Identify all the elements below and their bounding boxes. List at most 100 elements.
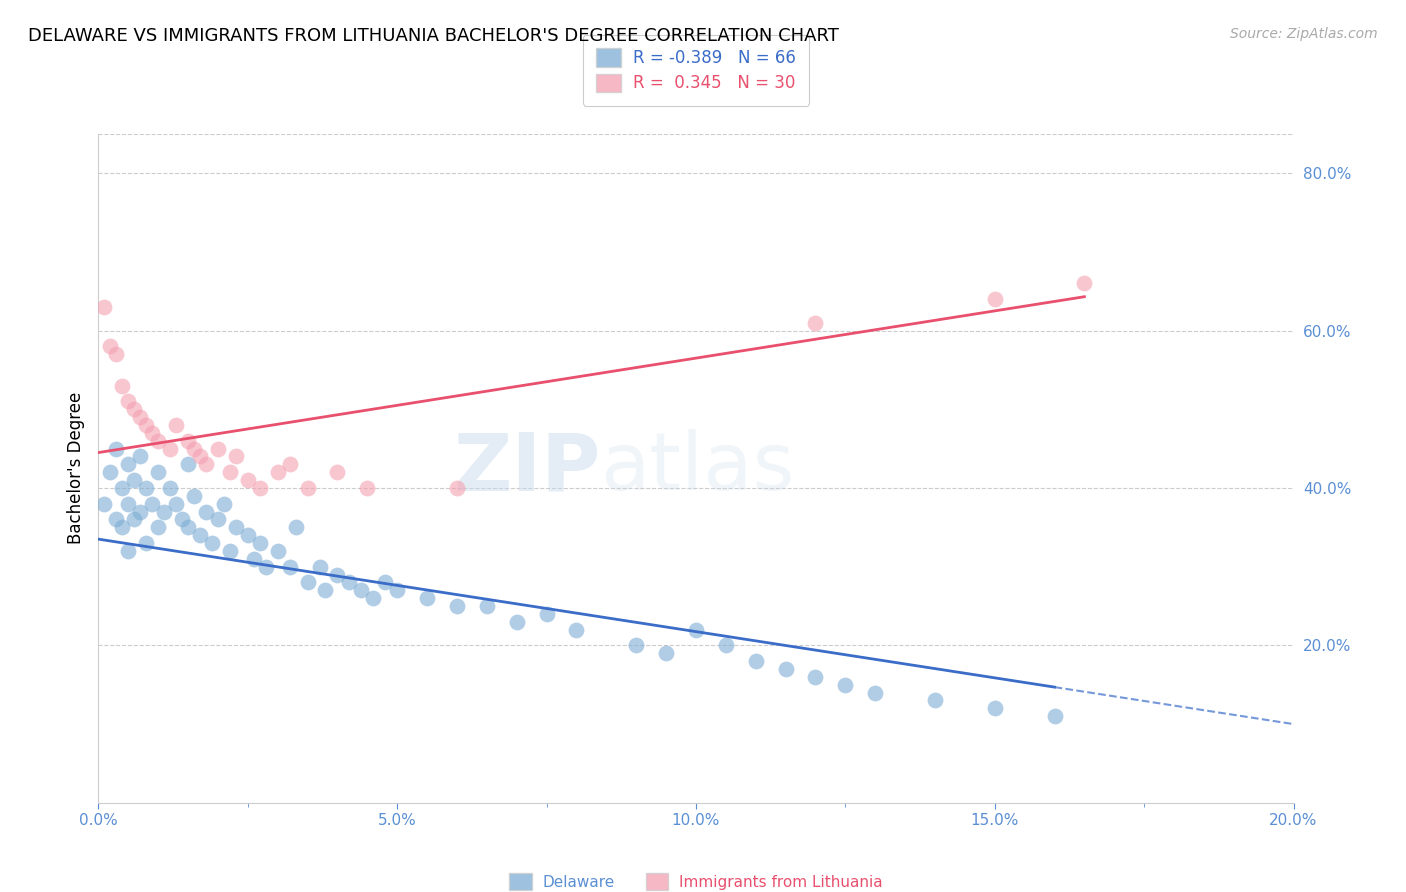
Point <box>141 425 163 440</box>
Point <box>165 417 187 432</box>
Point <box>225 520 247 534</box>
Point <box>249 536 271 550</box>
Point <box>236 473 259 487</box>
Text: DELAWARE VS IMMIGRANTS FROM LITHUANIA BACHELOR'S DEGREE CORRELATION CHART: DELAWARE VS IMMIGRANTS FROM LITHUANIA BA… <box>28 27 839 45</box>
Point <box>117 394 139 409</box>
Point <box>685 623 707 637</box>
Point <box>124 512 146 526</box>
Point <box>201 536 224 550</box>
Point <box>536 607 558 621</box>
Text: ZIP: ZIP <box>453 429 600 508</box>
Point <box>655 646 678 660</box>
Text: Source: ZipAtlas.com: Source: ZipAtlas.com <box>1230 27 1378 41</box>
Point <box>1073 277 1095 291</box>
Point <box>111 378 134 392</box>
Point <box>135 536 157 550</box>
Point <box>195 505 218 519</box>
Point <box>714 639 737 653</box>
Point <box>446 481 468 495</box>
Y-axis label: Bachelor's Degree: Bachelor's Degree <box>66 392 84 544</box>
Point <box>308 559 330 574</box>
Point <box>135 417 157 432</box>
Point <box>475 599 498 613</box>
Point <box>745 654 768 668</box>
Point <box>834 678 856 692</box>
Point <box>177 520 200 534</box>
Point <box>219 544 242 558</box>
Point <box>207 512 229 526</box>
Point <box>105 442 128 456</box>
Point <box>159 442 181 456</box>
Point <box>148 465 170 479</box>
Text: atlas: atlas <box>600 429 794 508</box>
Point <box>188 450 211 464</box>
Point <box>278 559 301 574</box>
Point <box>804 316 827 330</box>
Point <box>93 300 115 314</box>
Point <box>105 347 128 361</box>
Point <box>188 528 211 542</box>
Point <box>129 450 152 464</box>
Point <box>385 583 409 598</box>
Point <box>350 583 373 598</box>
Point <box>326 567 349 582</box>
Point <box>254 559 277 574</box>
Point <box>775 662 797 676</box>
Point <box>212 497 235 511</box>
Point <box>278 458 301 472</box>
Point <box>129 410 152 425</box>
Point <box>326 465 349 479</box>
Point <box>100 339 122 353</box>
Point <box>984 292 1007 306</box>
Point <box>93 497 115 511</box>
Point <box>225 450 247 464</box>
Point <box>141 497 163 511</box>
Point <box>865 685 887 699</box>
Point <box>356 481 378 495</box>
Point <box>219 465 242 479</box>
Point <box>124 402 146 417</box>
Point <box>117 497 139 511</box>
Point <box>374 575 396 590</box>
Point <box>243 551 266 566</box>
Point <box>177 458 200 472</box>
Point <box>177 434 200 448</box>
Point <box>416 591 439 606</box>
Point <box>172 512 194 526</box>
Point <box>339 575 360 590</box>
Point <box>100 465 122 479</box>
Point <box>124 473 146 487</box>
Point <box>129 505 152 519</box>
Point <box>117 458 139 472</box>
Point <box>249 481 271 495</box>
Point <box>153 505 176 519</box>
Point <box>148 520 170 534</box>
Point <box>297 481 319 495</box>
Point <box>135 481 157 495</box>
Point <box>984 701 1007 715</box>
Point <box>565 623 588 637</box>
Legend: Delaware, Immigrants from Lithuania: Delaware, Immigrants from Lithuania <box>496 861 896 892</box>
Point <box>207 442 229 456</box>
Point <box>284 520 307 534</box>
Point <box>165 497 187 511</box>
Point <box>924 693 946 707</box>
Point <box>183 489 205 503</box>
Point <box>804 670 827 684</box>
Point <box>183 442 205 456</box>
Point <box>267 465 290 479</box>
Point <box>117 544 139 558</box>
Point <box>446 599 468 613</box>
Point <box>148 434 170 448</box>
Point <box>626 639 648 653</box>
Point <box>111 481 134 495</box>
Point <box>315 583 337 598</box>
Point <box>195 458 218 472</box>
Point <box>1043 709 1066 723</box>
Point <box>267 544 290 558</box>
Point <box>506 615 529 629</box>
Point <box>236 528 259 542</box>
Point <box>159 481 181 495</box>
Point <box>297 575 319 590</box>
Point <box>363 591 385 606</box>
